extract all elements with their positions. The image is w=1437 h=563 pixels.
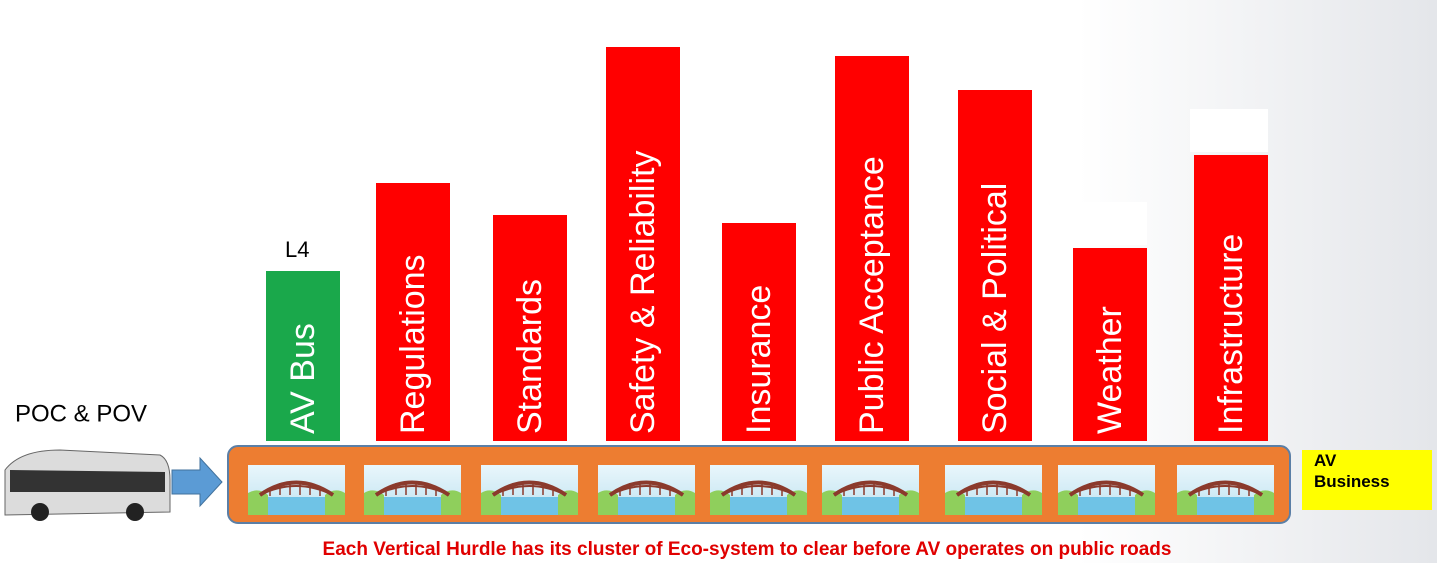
goal-line: AV (1314, 451, 1337, 470)
bus-icon (5, 450, 170, 521)
pillar-cap (372, 136, 450, 180)
pillar-cap (718, 176, 796, 220)
bridge-tile (945, 465, 1042, 515)
pillar-label: Safety & Reliability (624, 151, 662, 434)
bridge-tile (1177, 465, 1274, 515)
slide: AV Bus Regulations Standards Safety & Relia… (0, 0, 1437, 563)
bridge-tile (822, 465, 919, 515)
level-label: L4 (285, 237, 309, 262)
pillar-label: Regulations (394, 254, 432, 434)
bridge-tile (710, 465, 807, 515)
pillar-label: AV Bus (284, 323, 322, 434)
bridge-tile (364, 465, 461, 515)
pillar-cap (602, 0, 680, 44)
bridge-tile (1058, 465, 1155, 515)
pillar-label: Insurance (740, 285, 778, 434)
caption: Each Vertical Hurdle has its cluster of … (323, 539, 1172, 560)
pillar-cap (1190, 109, 1268, 152)
pillar-label: Standards (511, 279, 549, 434)
vehicle-label: POC & POV (15, 400, 147, 427)
pillar-label: Public Acceptance (853, 156, 891, 434)
pillar-label: Social & Political (976, 183, 1014, 434)
bridges (248, 465, 1274, 515)
pillar-label: Infrastructure (1212, 234, 1250, 434)
bridge-tile (248, 465, 345, 515)
pillar-cap (1069, 202, 1147, 245)
pillar-cap (489, 170, 567, 212)
goal-line: Business (1314, 472, 1390, 491)
bridge-tile (598, 465, 695, 515)
pillar-label: Weather (1091, 306, 1129, 434)
bridge-tile (481, 465, 578, 515)
